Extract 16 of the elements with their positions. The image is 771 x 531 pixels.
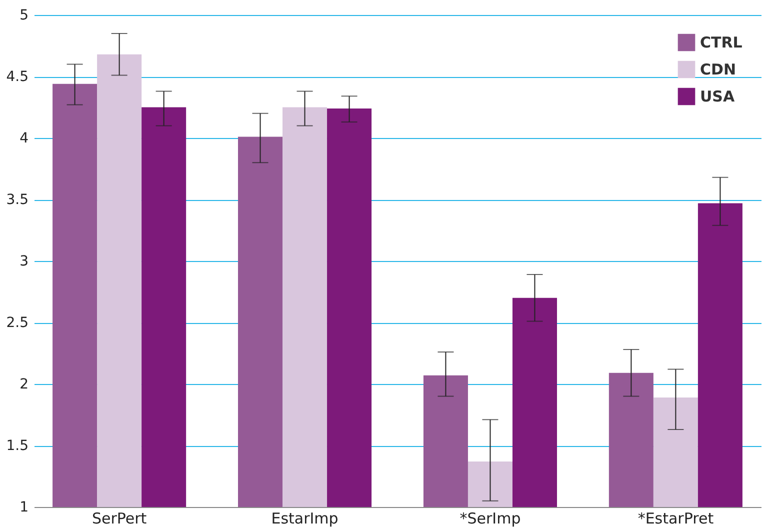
legend-label: USA <box>700 88 735 106</box>
x-tick-label: EstarImp <box>271 510 338 528</box>
y-tick-label: 3 <box>20 254 28 270</box>
y-tick-label: 5 <box>20 8 28 24</box>
x-tick-label: *SerImp <box>460 510 521 528</box>
y-tick-label: 4 <box>20 130 29 146</box>
y-tick-label: 3.5 <box>6 192 28 208</box>
y-tick-label: 4.5 <box>6 69 28 85</box>
y-tick-label: 1.5 <box>6 438 28 454</box>
x-tick-label: *EstarPret <box>638 510 714 528</box>
y-tick-label: 2.5 <box>6 315 28 331</box>
legend-label: CDN <box>700 60 736 78</box>
y-tick-label: 2 <box>20 376 28 392</box>
x-tick-label: SerPert <box>92 510 147 528</box>
legend-label: CTRL <box>700 34 743 52</box>
y-tick-label: 1 <box>20 500 28 516</box>
